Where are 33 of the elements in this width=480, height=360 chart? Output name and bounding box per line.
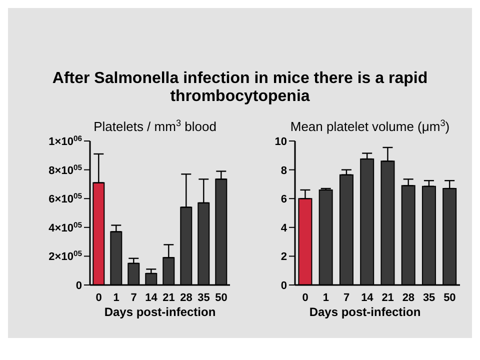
y-tick-label: 8 [280, 164, 287, 177]
y-tick-label: 8×10$^{05}$ [48, 162, 83, 177]
y-tick-label: 4×10$^{05}$ [48, 220, 83, 234]
y-tick-label: 2 [280, 251, 287, 264]
x-axis-title: Days post-infection [308, 305, 422, 319]
x-tick-label: 0 [96, 292, 102, 304]
chart-title: Mean platelet volume (μm$^{3}$) [290, 118, 450, 134]
x-axis-title: Days post-infection [103, 305, 217, 319]
x-tick-label: 1 [113, 292, 120, 304]
y-tick-label: 4 [280, 222, 288, 234]
x-tick-label: 35 [422, 292, 436, 304]
chart-subtitle: Platelets / mm$^{3}$ blood [94, 118, 216, 134]
x-tick-label: 0 [302, 292, 308, 304]
x-tick-label: 50 [215, 292, 228, 304]
y-tick-label: 6×10$^{05}$ [48, 191, 83, 206]
x-tick-label: 7 [130, 292, 137, 304]
y-tick-label: 0 [280, 280, 287, 292]
y-tick-label: 6 [280, 194, 287, 206]
y-tick-label: 10 [274, 136, 287, 148]
x-tick-label: 28 [180, 292, 192, 304]
x-tick-label: 50 [444, 292, 456, 304]
x-tick-label: 35 [198, 292, 210, 304]
chart-title: After Salmonella infection in mice there is a rapid thrombocytopenia [51, 70, 429, 106]
x-tick-label: 1 [322, 292, 329, 304]
y-tick-label: 1×10$^{06}$ [48, 134, 82, 148]
x-tick-label: 28 [402, 292, 415, 304]
x-tick-label: 14 [145, 292, 158, 304]
y-tick-label: 0 [76, 280, 82, 292]
x-tick-label: 7 [344, 292, 350, 304]
y-tick-label: 2×10$^{05}$ [48, 248, 83, 264]
x-tick-label: 21 [382, 292, 394, 304]
x-tick-label: 21 [162, 292, 175, 304]
x-tick-label: 14 [361, 292, 374, 304]
